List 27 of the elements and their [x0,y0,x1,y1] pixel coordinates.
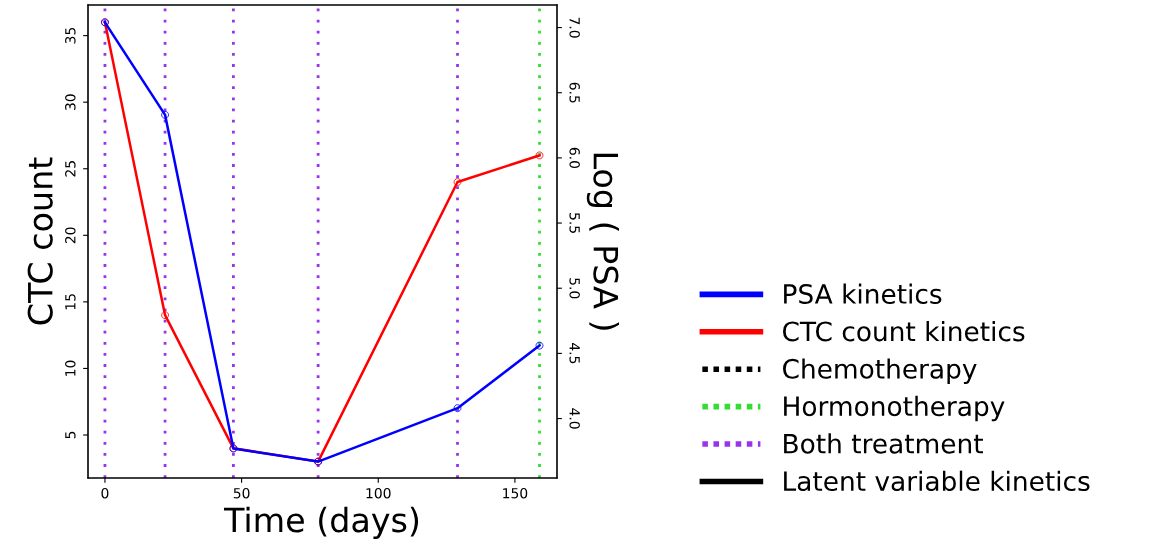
y2-tick-label: 7.0 [569,17,580,38]
x-axis-title: Time (days) [223,506,419,539]
x-tick-label: 0 [101,487,109,499]
x-tick-label: 100 [366,487,391,499]
y-tick-label: 30 [65,94,76,110]
x-tick-label: 150 [503,487,528,499]
y2-tick-label: 6.0 [569,147,580,169]
y-tick-label: 35 [65,28,76,44]
y2-tick-label: 4.0 [569,408,580,429]
y2-tick-label: 6.5 [569,82,580,103]
legend-label: Hormonotherapy [784,395,1005,422]
y2-tick-label: 4.5 [569,343,580,364]
y-tick-label: 10 [65,360,76,376]
y-tick-label: 15 [65,294,76,310]
x-tick-label: 50 [233,487,250,499]
y-axis-title: CTC count [27,157,53,325]
legend-label: CTC count kinetics [783,320,1025,342]
y2-tick-label: 5.0 [569,278,580,299]
y-tick-label: 25 [65,161,76,177]
legend-label: Chemotherapy [783,358,977,384]
legend-label: PSA kinetics [784,283,942,304]
legend-label: Both treatment [784,433,983,454]
y2-tick-label: 5.5 [569,213,580,233]
y-tick-label: 20 [65,227,76,244]
y-tick-label: 5 [65,431,76,439]
legend-label: Latent variable kinetics [784,470,1090,492]
y2-axis-title: Log ( PSA ) [586,153,620,330]
